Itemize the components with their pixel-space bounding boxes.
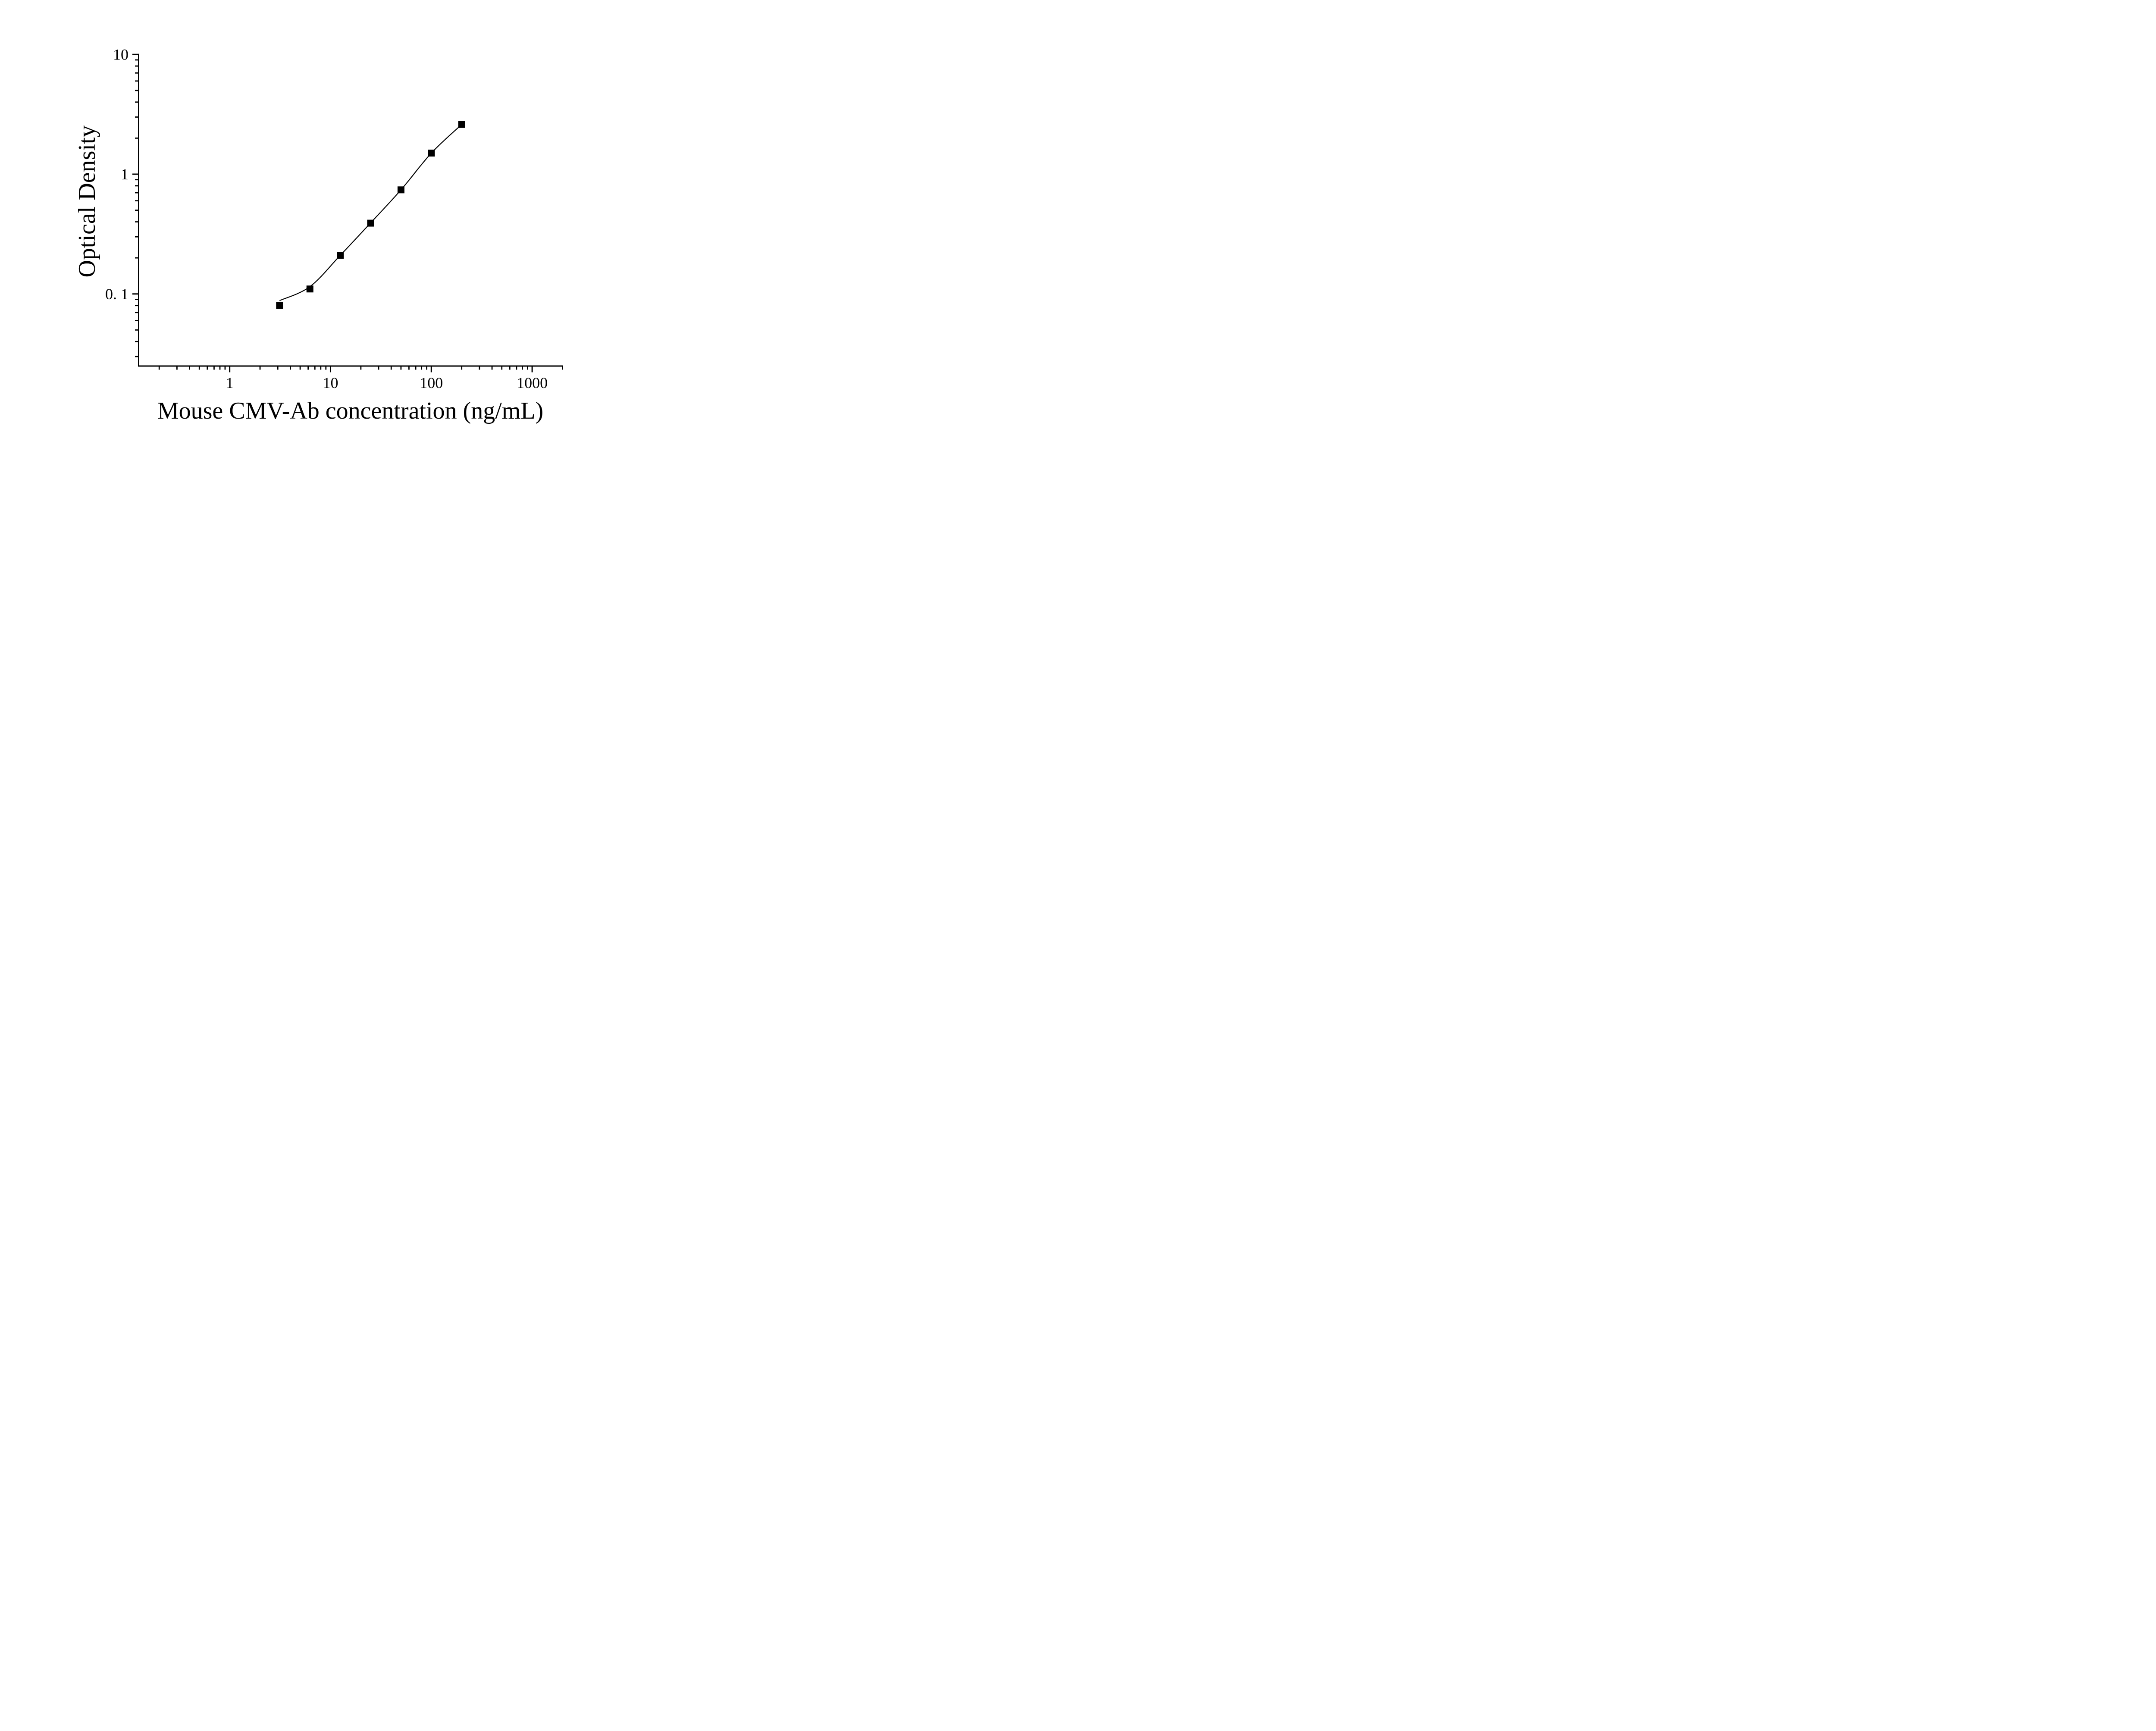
data-point-marker xyxy=(306,285,313,293)
x-tick-label: 1 xyxy=(226,374,234,391)
x-tick-label: 1000 xyxy=(517,374,548,391)
y-tick-label: 1 xyxy=(121,166,128,183)
data-point-marker xyxy=(367,219,374,227)
data-point-marker xyxy=(397,186,404,194)
x-tick-label: 10 xyxy=(323,374,338,391)
x-tick-label: 100 xyxy=(420,374,443,391)
data-point-marker xyxy=(458,121,465,128)
y-tick-label: 0. 1 xyxy=(105,285,128,303)
chart-canvas: 1 10 100 1000 10 1 0. 1 xyxy=(105,46,563,391)
x-axis-title: Mouse CMV-Ab concentration (ng/mL) xyxy=(157,398,544,424)
figure: 1 10 100 1000 10 1 0. 1 Mouse CMV-Ab concentra… xyxy=(0,0,620,433)
y-axis-title: Optical Density xyxy=(74,125,100,278)
data-point-marker xyxy=(428,150,435,157)
y-tick-label: 10 xyxy=(113,46,128,63)
data-point-marker xyxy=(276,302,283,309)
data-point-marker xyxy=(337,252,344,259)
